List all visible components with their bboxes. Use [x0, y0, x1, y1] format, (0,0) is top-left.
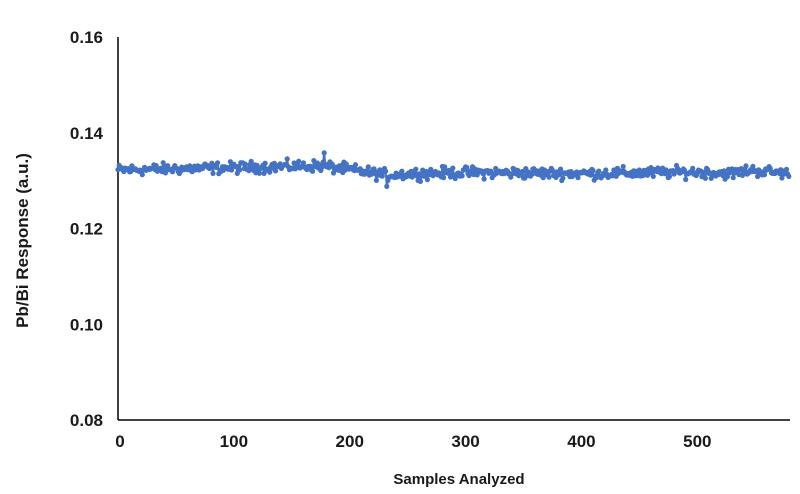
data-point: [783, 166, 790, 172]
data-point: [399, 168, 405, 174]
data-point: [588, 172, 594, 178]
data-point: [213, 164, 220, 170]
x-tick-label: 100: [220, 432, 248, 451]
data-point: [450, 165, 456, 171]
data-point: [546, 174, 552, 180]
data-point: [262, 160, 268, 166]
data-point: [413, 166, 419, 172]
data-point: [519, 168, 526, 175]
data-point: [730, 175, 736, 181]
data-point: [560, 175, 566, 181]
data-point: [296, 158, 302, 164]
data-point: [590, 167, 596, 174]
data-point: [424, 177, 430, 183]
data-point: [267, 169, 273, 175]
data-point: [428, 166, 434, 172]
data-point: [210, 170, 216, 176]
y-tick-label: 0.16: [70, 28, 103, 47]
x-tick-label: 200: [336, 432, 364, 451]
data-point: [442, 164, 448, 170]
data-point: [187, 163, 193, 169]
data-point: [596, 168, 602, 174]
data-point: [373, 177, 379, 183]
y-axis-title: Pb/Bi Response (a.u.): [13, 153, 32, 328]
data-point: [256, 170, 262, 176]
data-point: [650, 173, 656, 179]
data-point: [321, 150, 327, 156]
data-point: [481, 176, 487, 182]
y-tick-label: 0.12: [70, 220, 103, 239]
data-point: [310, 168, 316, 174]
data-point: [383, 168, 389, 174]
data-point: [603, 167, 609, 173]
x-axis-title: Samples Analyzed: [393, 471, 524, 488]
data-point: [417, 178, 423, 184]
data-point: [242, 161, 248, 167]
data-point: [575, 175, 581, 181]
series-group: [115, 150, 792, 189]
y-tick-label: 0.08: [70, 411, 103, 430]
data-point: [464, 164, 470, 170]
data-point: [365, 164, 371, 170]
data-point: [215, 160, 221, 166]
data-point: [786, 173, 792, 179]
data-point: [307, 163, 313, 169]
data-point: [441, 175, 447, 181]
x-tick-label: 0: [115, 432, 124, 451]
data-point: [254, 162, 260, 168]
data-point: [237, 167, 243, 173]
data-point: [750, 163, 756, 169]
data-point: [320, 159, 326, 165]
x-axis-ticks: 0 100 200 300 400 500: [115, 432, 711, 451]
data-point: [160, 160, 166, 166]
data-point: [371, 166, 377, 172]
y-tick-label: 0.14: [70, 124, 104, 143]
data-point: [558, 166, 564, 172]
data-point: [620, 163, 626, 170]
data-point: [352, 162, 359, 168]
data-point: [739, 172, 746, 178]
data-point: [690, 165, 696, 171]
data-point: [284, 156, 290, 162]
x-tick-label: 400: [567, 432, 595, 451]
x-tick-label: 300: [451, 432, 479, 451]
data-point: [139, 172, 145, 178]
x-tick-label: 500: [683, 432, 711, 451]
y-axis-ticks: 0.08 0.10 0.12 0.14 0.16: [70, 28, 104, 430]
data-point: [724, 174, 731, 180]
data-point: [702, 175, 709, 181]
data-point: [761, 172, 768, 178]
data-point: [743, 163, 749, 169]
data-point: [248, 158, 254, 164]
data-point: [162, 170, 169, 176]
data-point: [228, 167, 235, 173]
data-point: [515, 167, 521, 173]
data-point: [683, 176, 689, 183]
data-point: [300, 160, 306, 166]
y-tick-label: 0.10: [70, 315, 103, 334]
data-point: [459, 173, 465, 179]
data-point: [666, 173, 673, 179]
data-point: [384, 183, 390, 189]
data-point: [273, 168, 279, 174]
data-point: [767, 165, 773, 172]
